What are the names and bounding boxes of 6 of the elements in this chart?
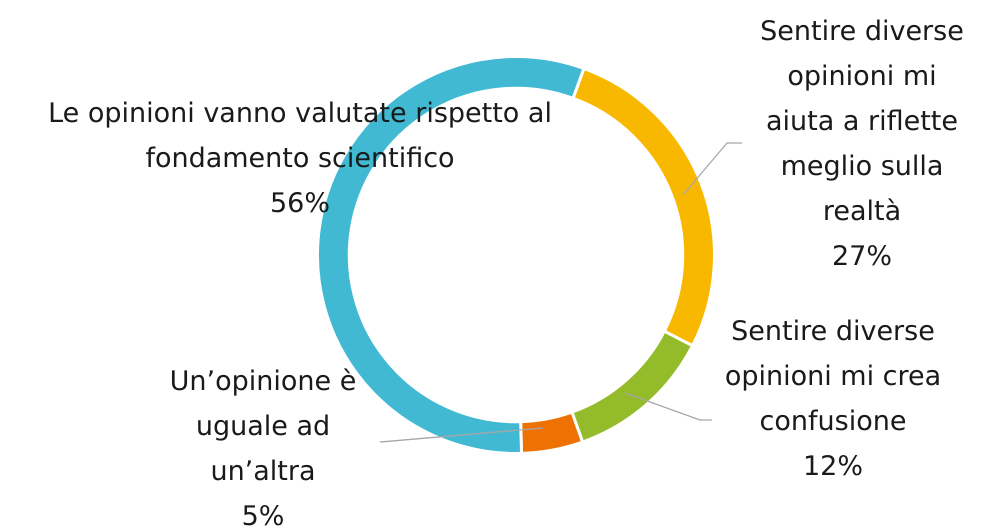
- data-label: 5%: [242, 501, 284, 530]
- data-label: 12%: [802, 451, 864, 482]
- data-label: 27%: [832, 241, 892, 272]
- slice-label: Un’opinione è uguale ad un’altra: [170, 366, 356, 487]
- slice-label: Sentire diverse opinioni mi crea confusione: [724, 316, 942, 437]
- slice-label: Sentire diverse opinioni mi aiuta a riflette meglio sulla realtà: [760, 16, 964, 227]
